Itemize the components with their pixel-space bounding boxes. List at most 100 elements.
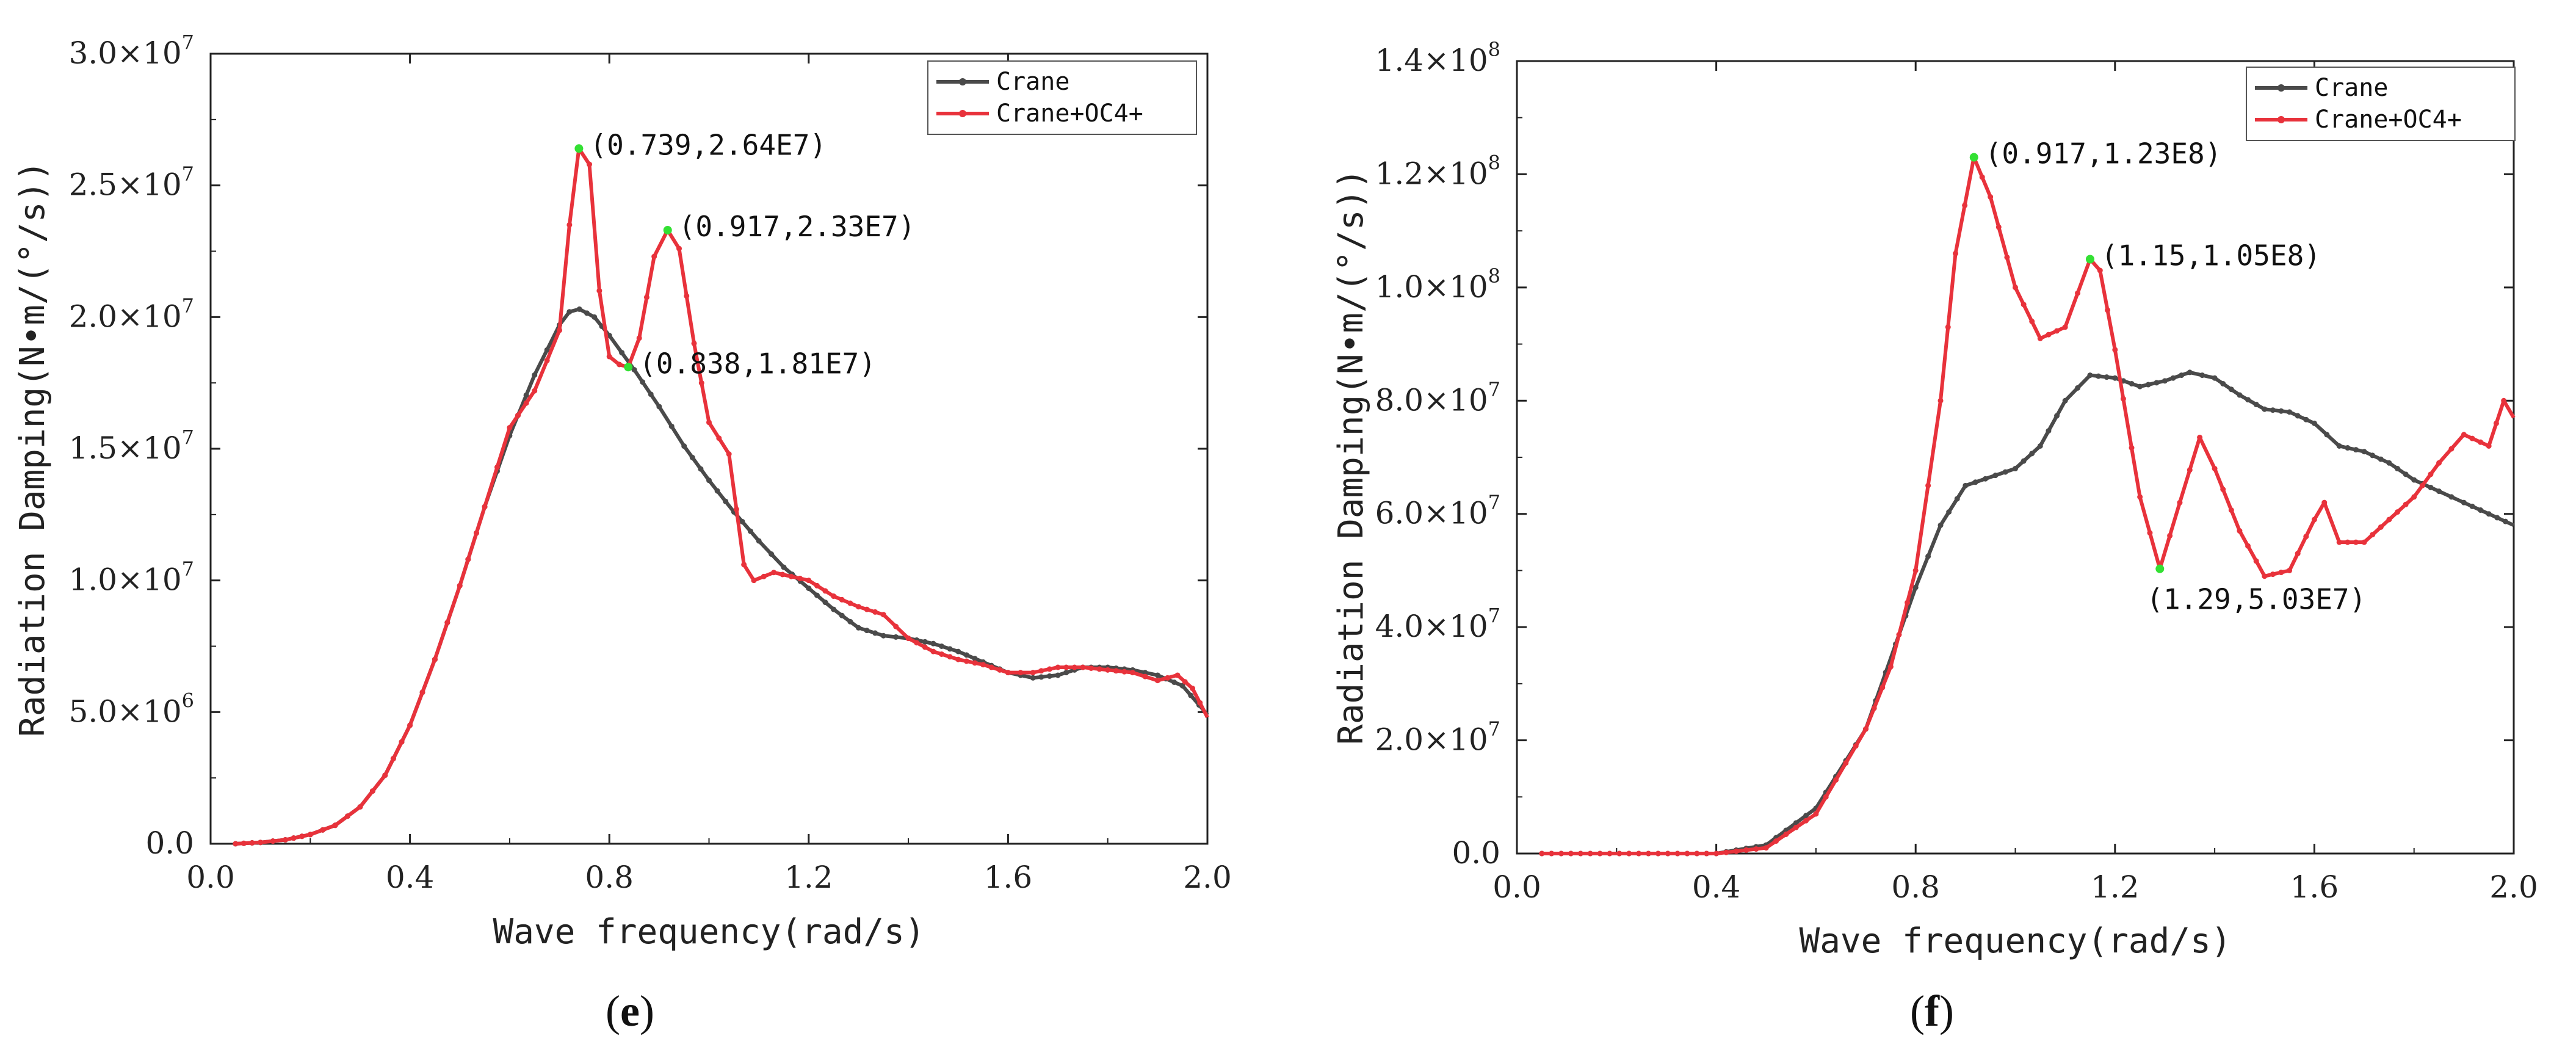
y-tick-label: 1.0×107 — [69, 557, 194, 598]
series-marker — [2096, 373, 2102, 379]
series-marker — [584, 310, 590, 316]
series-marker — [307, 832, 313, 838]
x-tick-label: 0.4 — [1692, 869, 1741, 905]
series-marker — [1783, 831, 1789, 837]
series-marker — [2129, 380, 2135, 386]
series-marker — [1607, 850, 1613, 857]
series-marker — [2179, 372, 2185, 379]
series-marker — [2287, 567, 2293, 573]
series-marker — [1626, 850, 1632, 857]
series-marker — [507, 424, 513, 430]
series-marker — [2237, 392, 2243, 398]
series-marker — [1055, 672, 1061, 678]
annotation-label: (0.838,1.81E7) — [639, 347, 876, 380]
series-marker — [2403, 501, 2409, 507]
series-marker — [1887, 664, 1894, 670]
series-marker — [1674, 850, 1681, 857]
series-marker — [2112, 375, 2118, 381]
series-marker — [1912, 584, 1919, 590]
series-marker — [814, 582, 820, 589]
series-marker — [1587, 850, 1593, 857]
series-marker — [523, 392, 529, 398]
legend-marker — [2278, 84, 2285, 92]
series-marker — [2370, 452, 2376, 459]
series-marker — [2311, 420, 2317, 426]
plot-frame — [1516, 60, 2515, 855]
series-marker — [1823, 794, 1829, 800]
series-marker — [864, 628, 870, 634]
series-marker — [2262, 406, 2268, 412]
series-marker — [781, 564, 787, 570]
legend-label: Crane — [996, 68, 1069, 96]
series-marker — [656, 404, 662, 410]
series-marker — [2478, 507, 2484, 513]
series-marker — [1130, 670, 1136, 676]
series-marker — [1636, 850, 1642, 857]
series-marker — [2228, 507, 2234, 513]
series-marker — [1088, 665, 1094, 671]
plot-frame — [209, 53, 1209, 845]
series-marker — [2228, 386, 2234, 393]
series-marker — [814, 592, 820, 598]
series-marker — [1833, 777, 1839, 783]
y-tick-label: 1.2×108 — [1375, 151, 1500, 191]
series-marker — [1813, 811, 1819, 817]
series-marker — [847, 600, 853, 606]
series-marker — [988, 664, 994, 670]
series-marker — [2287, 409, 2293, 415]
series-marker — [1953, 250, 1959, 256]
series-marker — [676, 245, 682, 252]
series-marker — [839, 612, 845, 618]
series-marker — [2237, 528, 2243, 534]
series-marker — [880, 612, 886, 618]
series-marker — [1197, 700, 1203, 706]
series-marker — [2448, 446, 2455, 452]
series-marker — [2212, 375, 2218, 381]
series-marker — [864, 606, 870, 612]
series-marker — [566, 309, 573, 315]
series-marker — [1038, 668, 1044, 674]
series-marker — [2162, 378, 2168, 384]
series-marker — [1905, 600, 1911, 606]
y-axis-title: Radiation Damping(N•m/(°/s)) — [13, 161, 52, 737]
legend-label: Crane+OC4+ — [2315, 106, 2462, 134]
series-marker — [587, 161, 593, 167]
series-marker — [2075, 385, 2081, 391]
series-marker — [2321, 499, 2328, 506]
series-marker — [1568, 850, 1574, 857]
series-marker — [2486, 511, 2492, 517]
series-marker — [2253, 558, 2259, 564]
series-marker — [2187, 467, 2193, 473]
series-marker — [2129, 445, 2135, 451]
series-marker — [249, 840, 255, 846]
series-marker — [822, 600, 828, 606]
series-marker — [997, 667, 1003, 673]
series-marker — [2147, 530, 2153, 536]
series-marker — [291, 835, 297, 841]
series-marker — [2270, 571, 2276, 578]
series-marker — [1055, 664, 1061, 670]
series-marker — [2112, 347, 2118, 353]
series-marker — [2187, 369, 2193, 375]
series-marker — [2295, 413, 2301, 419]
series-marker — [1684, 850, 1690, 857]
series-marker — [972, 660, 978, 666]
series-marker — [963, 658, 969, 664]
x-axis-title: Wave frequency(rad/s) — [493, 912, 925, 952]
series-marker — [2145, 382, 2151, 388]
series-marker — [544, 347, 550, 353]
series-marker — [2478, 439, 2484, 445]
series-marker — [399, 739, 405, 745]
series-marker — [748, 528, 754, 534]
panel-label-e: (e) — [606, 987, 654, 1035]
series-marker — [947, 646, 953, 652]
series-marker — [369, 788, 375, 794]
series-marker — [473, 530, 479, 536]
series-marker — [905, 636, 911, 642]
series-marker — [2502, 518, 2508, 524]
series-marker — [2167, 532, 2173, 538]
series-marker — [1577, 850, 1583, 857]
series-marker — [1896, 632, 1902, 638]
series-marker — [407, 722, 413, 728]
